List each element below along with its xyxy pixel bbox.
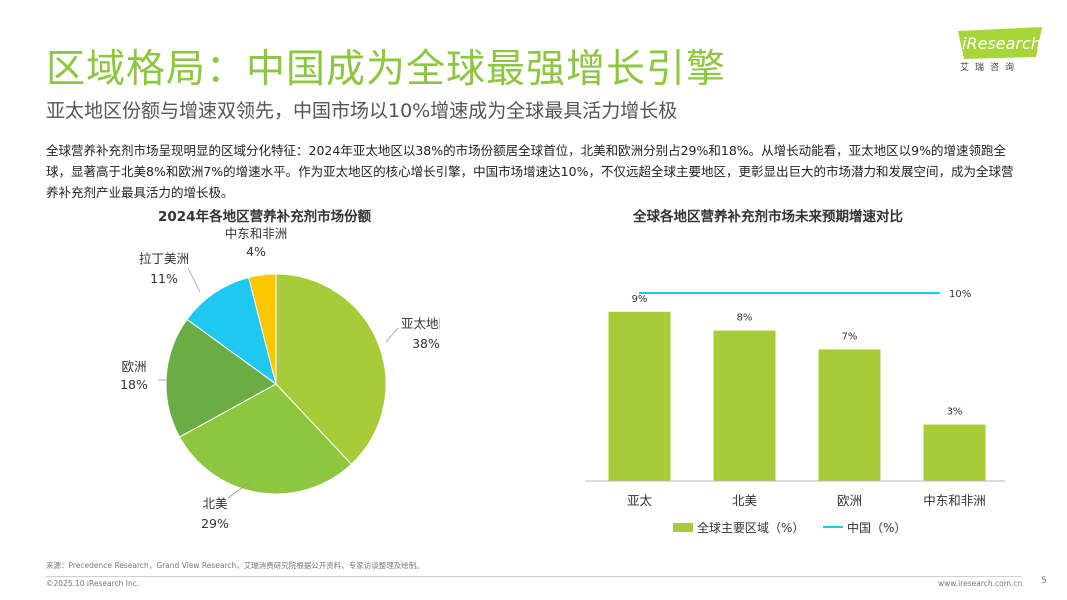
x-axis-tick-label: 北美	[732, 493, 757, 508]
pie-slice	[165, 318, 277, 438]
logo-subtitle: 艾瑞咨询	[960, 63, 1021, 73]
bar-value-label: 3%	[947, 407, 963, 418]
pie-leader-line	[385, 327, 399, 343]
bar-value-label: 8%	[737, 313, 753, 324]
pie-chart-title: 2024年各地区营养补充剂市场份额	[158, 209, 372, 225]
bar-chart-title: 全球各地区营养补充剂市场未来预期增速对比	[633, 209, 903, 225]
pie-slice-label: 北美	[202, 496, 227, 511]
pie-slice-label: 亚太地区	[401, 316, 440, 331]
pie-slice	[275, 273, 387, 465]
iresearch-logo: iResearch	[958, 27, 1042, 59]
legend-label-bar: 全球主要区域（%）	[697, 520, 804, 535]
bar-value-label: 9%	[632, 294, 648, 305]
pie-slice-value: 18%	[120, 377, 148, 392]
bar	[713, 330, 776, 481]
pie-chart: 亚太地区 38% 北美 29% 欧洲 18% 拉丁美洲 11% 中东和非洲 4%	[120, 226, 440, 531]
pie-slice-value: 29%	[201, 516, 229, 531]
pie-slice-value: 11%	[150, 271, 178, 286]
page-number: 5	[1041, 576, 1047, 586]
pie-slice	[186, 276, 277, 386]
pie-slice-label: 中东和非洲	[225, 226, 288, 241]
pie-slice-label: 欧洲	[121, 359, 146, 374]
pie-leader-line	[187, 267, 201, 293]
source-note: 来源：Precedence Research，Grand View Resear…	[46, 561, 424, 570]
logo-text: iResearch	[962, 34, 1041, 53]
website-link[interactable]: www.iresearch.com.cn	[938, 579, 1023, 588]
footer-divider	[46, 576, 1021, 577]
x-axis-tick-label: 中东和非洲	[923, 493, 986, 508]
bar-value-label: 7%	[842, 331, 858, 342]
bar	[923, 424, 986, 481]
bar	[818, 349, 881, 481]
china-growth-label: 10%	[949, 289, 971, 300]
summary-paragraph: 全球营养补充剂市场呈现明显的区域分化特征：2024年亚太地区以38%的市场份额居…	[46, 143, 1014, 200]
page-subtitle: 亚太地区份额与增速双领先，中国市场以10%增速成为全球最具活力增长极	[46, 100, 678, 122]
pie-slice-value: 38%	[412, 336, 440, 351]
pie-leader-line	[227, 481, 251, 499]
pie-slice-value: 4%	[246, 244, 266, 259]
x-axis-tick-label: 欧洲	[837, 493, 862, 508]
copyright: ©2025.10 iResearch Inc.	[46, 579, 140, 588]
legend-label-line: 中国（%）	[847, 520, 906, 535]
legend-swatch-bar	[673, 523, 693, 532]
bar	[608, 311, 671, 481]
pie-slice	[178, 383, 353, 495]
pie-slice	[248, 273, 277, 385]
pie-slice-label: 拉丁美洲	[139, 251, 189, 266]
logo-background	[958, 27, 1042, 59]
page-title: 区域格局：中国成为全球最强增长引擎	[46, 47, 727, 92]
x-axis-tick-label: 亚太	[627, 493, 653, 508]
